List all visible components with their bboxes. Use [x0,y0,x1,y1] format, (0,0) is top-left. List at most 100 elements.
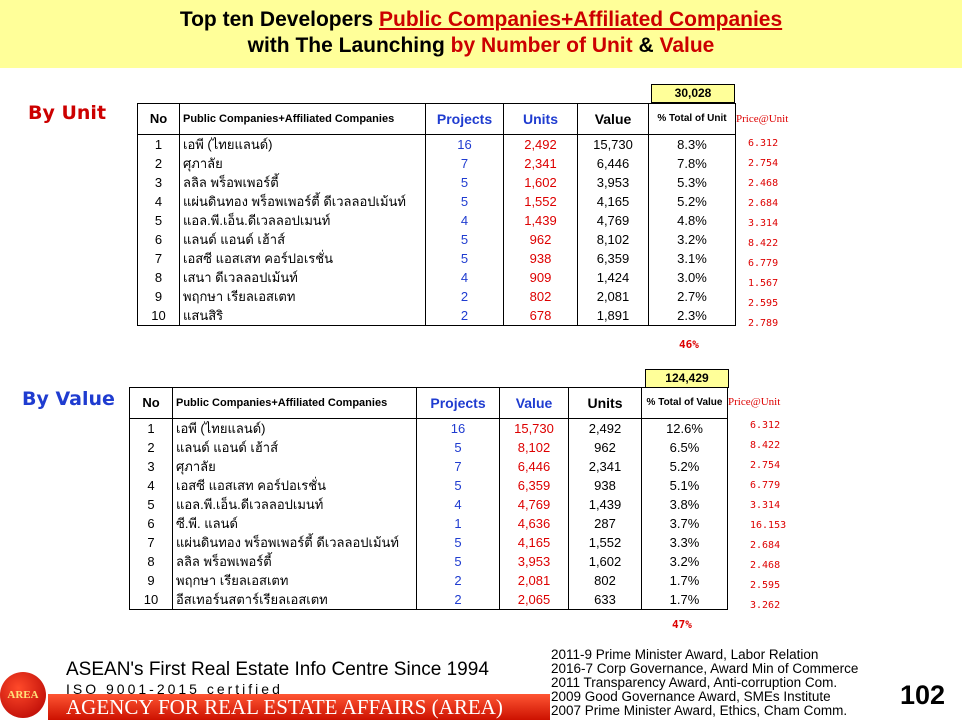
col-header-name: Public Companies+Affiliated Companies [172,387,417,419]
col-header-value: Value [577,103,649,135]
price-per-unit: 3.314 [750,500,781,511]
price-per-unit: 8.422 [750,440,781,451]
cell-no: 7 [129,533,173,552]
page-number: 102 [900,680,946,710]
cell-units: 678 [503,306,578,326]
title-highlight: by Number of Unit [450,34,633,57]
cell-projects: 2 [416,571,500,590]
table-row: 10 แสนสิริ 2 678 1,891 2.3% [137,306,736,326]
price-per-unit: 2.684 [750,540,781,551]
cell-projects: 1 [416,514,500,533]
cell-value: 3,953 [577,173,649,192]
unit-total-box: 30,028 [651,84,735,103]
cell-pct: 2.3% [648,306,736,326]
cell-name: เอสซี แอสเสท คอร์ปอเรชั่น [179,249,426,268]
cell-no: 4 [129,476,173,495]
cell-units: 802 [503,287,578,306]
cell-value: 8,102 [499,438,569,457]
cell-name: แผ่นดินทอง พร็อพเพอร์ตี้ ดีเวลลอปเม้นท์ [179,192,426,211]
cell-name: แสนสิริ [179,306,426,326]
price-per-unit: 2.595 [748,298,779,309]
cell-projects: 5 [416,476,500,495]
cell-projects: 5 [425,249,504,268]
table-row: 1 เอพี (ไทยแลนด์) 16 2,492 15,730 8.3% [137,134,736,154]
title-text: & [632,34,660,57]
cell-projects: 4 [425,211,504,230]
unit-price-header: Price@Unit [736,113,789,125]
cell-units: 2,341 [503,154,578,173]
cell-value: 1,891 [577,306,649,326]
cell-name: ศุภาลัย [172,457,417,476]
cell-value: 2,081 [577,287,649,306]
cell-projects: 16 [416,418,500,438]
table-header-row: No Public Companies+Affiliated Companies… [137,103,736,135]
cell-value: 1,424 [577,268,649,287]
cell-pct: 5.1% [641,476,728,495]
table-row: 8 เสนา ดีเวลลอปเม้นท์ 4 909 1,424 3.0% [137,268,736,287]
table-row: 6 ซี.พี. แลนด์ 1 4,636 287 3.7% [129,514,728,533]
table-row: 8 ลลิล พร็อพเพอร์ตี้ 5 3,953 1,602 3.2% [129,552,728,571]
cell-name: เอสซี แอสเสท คอร์ปอเรชั่น [172,476,417,495]
cell-pct: 3.0% [648,268,736,287]
col-header-value: Value [499,387,569,419]
award-item: 2009 Good Governance Award, SMEs Institu… [551,689,831,704]
cell-units: 287 [568,514,642,533]
cell-name: ลลิล พร็อพเพอร์ตี้ [172,552,417,571]
title-banner: Top ten Developers Public Companies+Affi… [0,0,962,68]
cell-value: 15,730 [577,134,649,154]
table-row: 9 พฤกษา เรียลเอสเตท 2 802 2,081 2.7% [137,287,736,306]
table-row: 9 พฤกษา เรียลเอสเตท 2 2,081 802 1.7% [129,571,728,590]
cell-name: ซี.พี. แลนด์ [172,514,417,533]
price-per-unit: 2.684 [748,198,779,209]
cell-projects: 5 [425,230,504,249]
title-line-1: Top ten Developers Public Companies+Affi… [0,8,962,32]
unit-pct-sum: 46% [679,338,699,351]
cell-pct: 6.5% [641,438,728,457]
cell-projects: 7 [425,154,504,173]
cell-value: 4,769 [577,211,649,230]
cell-units: 2,492 [503,134,578,154]
cell-no: 6 [129,514,173,533]
cell-value: 4,636 [499,514,569,533]
price-per-unit: 6.779 [750,480,781,491]
col-header-units: Units [503,103,578,135]
cell-no: 2 [129,438,173,457]
col-header-no: No [137,103,180,135]
table-row: 2 แลนด์ แอนด์ เฮ้าส์ 5 8,102 962 6.5% [129,438,728,457]
cell-no: 8 [129,552,173,571]
cell-no: 10 [137,306,180,326]
price-per-unit: 2.754 [750,460,781,471]
cell-pct: 7.8% [648,154,736,173]
title-text: with The Launching [247,34,451,57]
cell-projects: 2 [425,306,504,326]
table-row: 10 อีสเทอร์นสตาร์เรียลเอสเตท 2 2,065 633 1.7% [129,590,728,610]
cell-name: ลลิล พร็อพเพอร์ตี้ [179,173,426,192]
award-item: 2011 Transparency Award, Anti-corruption… [551,675,838,690]
value-price-header: Price@Unit [728,396,781,408]
cell-units: 1,439 [568,495,642,514]
cell-projects: 5 [416,533,500,552]
cell-projects: 16 [425,134,504,154]
table-row: 5 แอล.พี.เอ็น.ดีเวลลอปเมนท์ 4 4,769 1,439 3.8… [129,495,728,514]
cell-name: พฤกษา เรียลเอสเตท [172,571,417,590]
cell-name: เสนา ดีเวลลอปเม้นท์ [179,268,426,287]
footer-red-bar [48,694,550,720]
table-row: 7 เอสซี แอสเสท คอร์ปอเรชั่น 5 938 6,359 3.1% [137,249,736,268]
by-unit-label: By Unit [28,102,107,124]
title-line-2: with The Launching by Number of Unit & V… [0,34,962,58]
col-header-units: Units [568,387,642,419]
cell-units: 962 [568,438,642,457]
cell-no: 5 [129,495,173,514]
cell-pct: 4.8% [648,211,736,230]
value-total-box: 124,429 [645,369,729,388]
cell-no: 3 [129,457,173,476]
col-header-pct: % Total of Value [641,387,728,419]
cell-no: 4 [137,192,180,211]
cell-units: 962 [503,230,578,249]
cell-units: 938 [568,476,642,495]
title-highlight: Value [659,34,715,57]
cell-pct: 1.7% [641,571,728,590]
col-header-pct: % Total of Unit [648,103,736,135]
cell-pct: 5.3% [648,173,736,192]
cell-projects: 4 [416,495,500,514]
